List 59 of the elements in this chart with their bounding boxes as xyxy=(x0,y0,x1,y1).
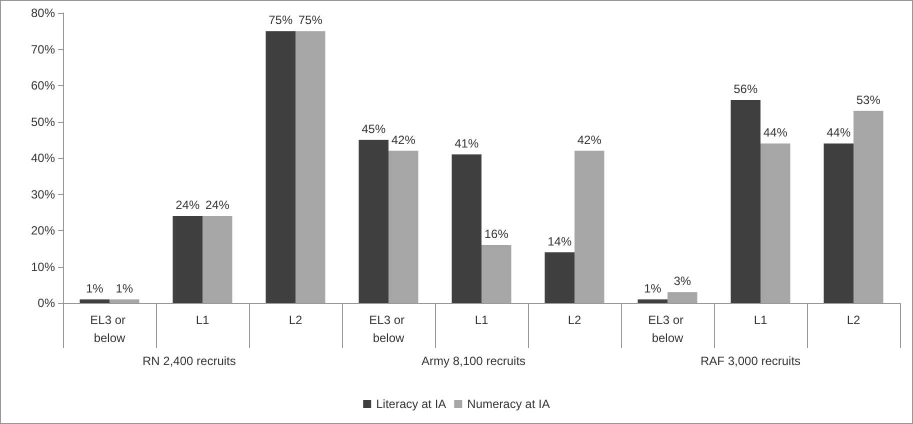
x-tick-label: EL3 or below xyxy=(90,313,129,345)
bar xyxy=(358,140,388,303)
bar xyxy=(202,216,232,303)
text: Army 8,100 recruits xyxy=(422,354,526,368)
bar xyxy=(668,292,698,303)
bar xyxy=(172,216,202,303)
y-tick-label: 20% xyxy=(30,224,56,238)
data-label: 24% xyxy=(205,198,230,212)
data-label: 14% xyxy=(548,234,572,248)
bar xyxy=(388,150,418,303)
text: RN 2,400 recruits xyxy=(142,354,236,368)
x-tick-label: L2 xyxy=(568,313,582,327)
x-tick-label: EL3 or below xyxy=(648,313,687,345)
x-tick-label: L2 xyxy=(846,313,860,327)
legend-label: Literacy at IA xyxy=(376,397,446,411)
bar xyxy=(824,144,854,303)
bar xyxy=(296,31,326,303)
bar xyxy=(544,252,574,303)
data-label: 44% xyxy=(763,126,788,140)
text: RAF 3,000 recruits xyxy=(700,354,801,368)
y-tick-label: 10% xyxy=(30,260,56,274)
data-label: 16% xyxy=(484,227,509,241)
bar xyxy=(854,110,884,303)
bar xyxy=(760,144,790,303)
data-label: 56% xyxy=(734,82,758,96)
data-label: 44% xyxy=(826,126,851,140)
y-tick-label: 80% xyxy=(30,6,56,20)
bar xyxy=(266,31,296,303)
data-label: 75% xyxy=(298,13,323,28)
x-tick-label: L2 xyxy=(288,313,302,327)
bar xyxy=(110,299,140,303)
y-tick-label: 50% xyxy=(30,114,56,129)
bar xyxy=(80,299,110,303)
data-label: 41% xyxy=(454,136,479,150)
data-label: 1% xyxy=(644,281,662,296)
data-label: 1% xyxy=(86,281,104,296)
x-tick-label: L1 xyxy=(474,313,488,327)
y-tick-label: 30% xyxy=(30,187,56,202)
x-tick-label: EL3 or below xyxy=(369,313,408,345)
bar xyxy=(730,100,760,303)
bar xyxy=(482,245,512,303)
x-tick-label: L1 xyxy=(196,313,210,327)
data-label: 42% xyxy=(577,132,602,147)
data-label: 1% xyxy=(116,281,134,296)
y-tick-label: 70% xyxy=(30,42,56,56)
data-label: 42% xyxy=(391,132,416,147)
bar xyxy=(638,299,668,303)
data-label: 53% xyxy=(856,92,881,107)
data-label: 75% xyxy=(268,13,293,28)
bar xyxy=(574,150,604,303)
x-tick-label: L1 xyxy=(754,313,768,327)
data-label: 45% xyxy=(362,122,386,136)
y-tick-label: 0% xyxy=(38,296,56,310)
bar xyxy=(452,154,482,303)
y-tick-label: 60% xyxy=(30,78,56,92)
y-tick-label: 40% xyxy=(30,151,56,165)
data-label: 3% xyxy=(674,274,692,288)
data-label: 24% xyxy=(176,198,200,212)
legend-label: Numeracy at IA xyxy=(467,397,550,411)
